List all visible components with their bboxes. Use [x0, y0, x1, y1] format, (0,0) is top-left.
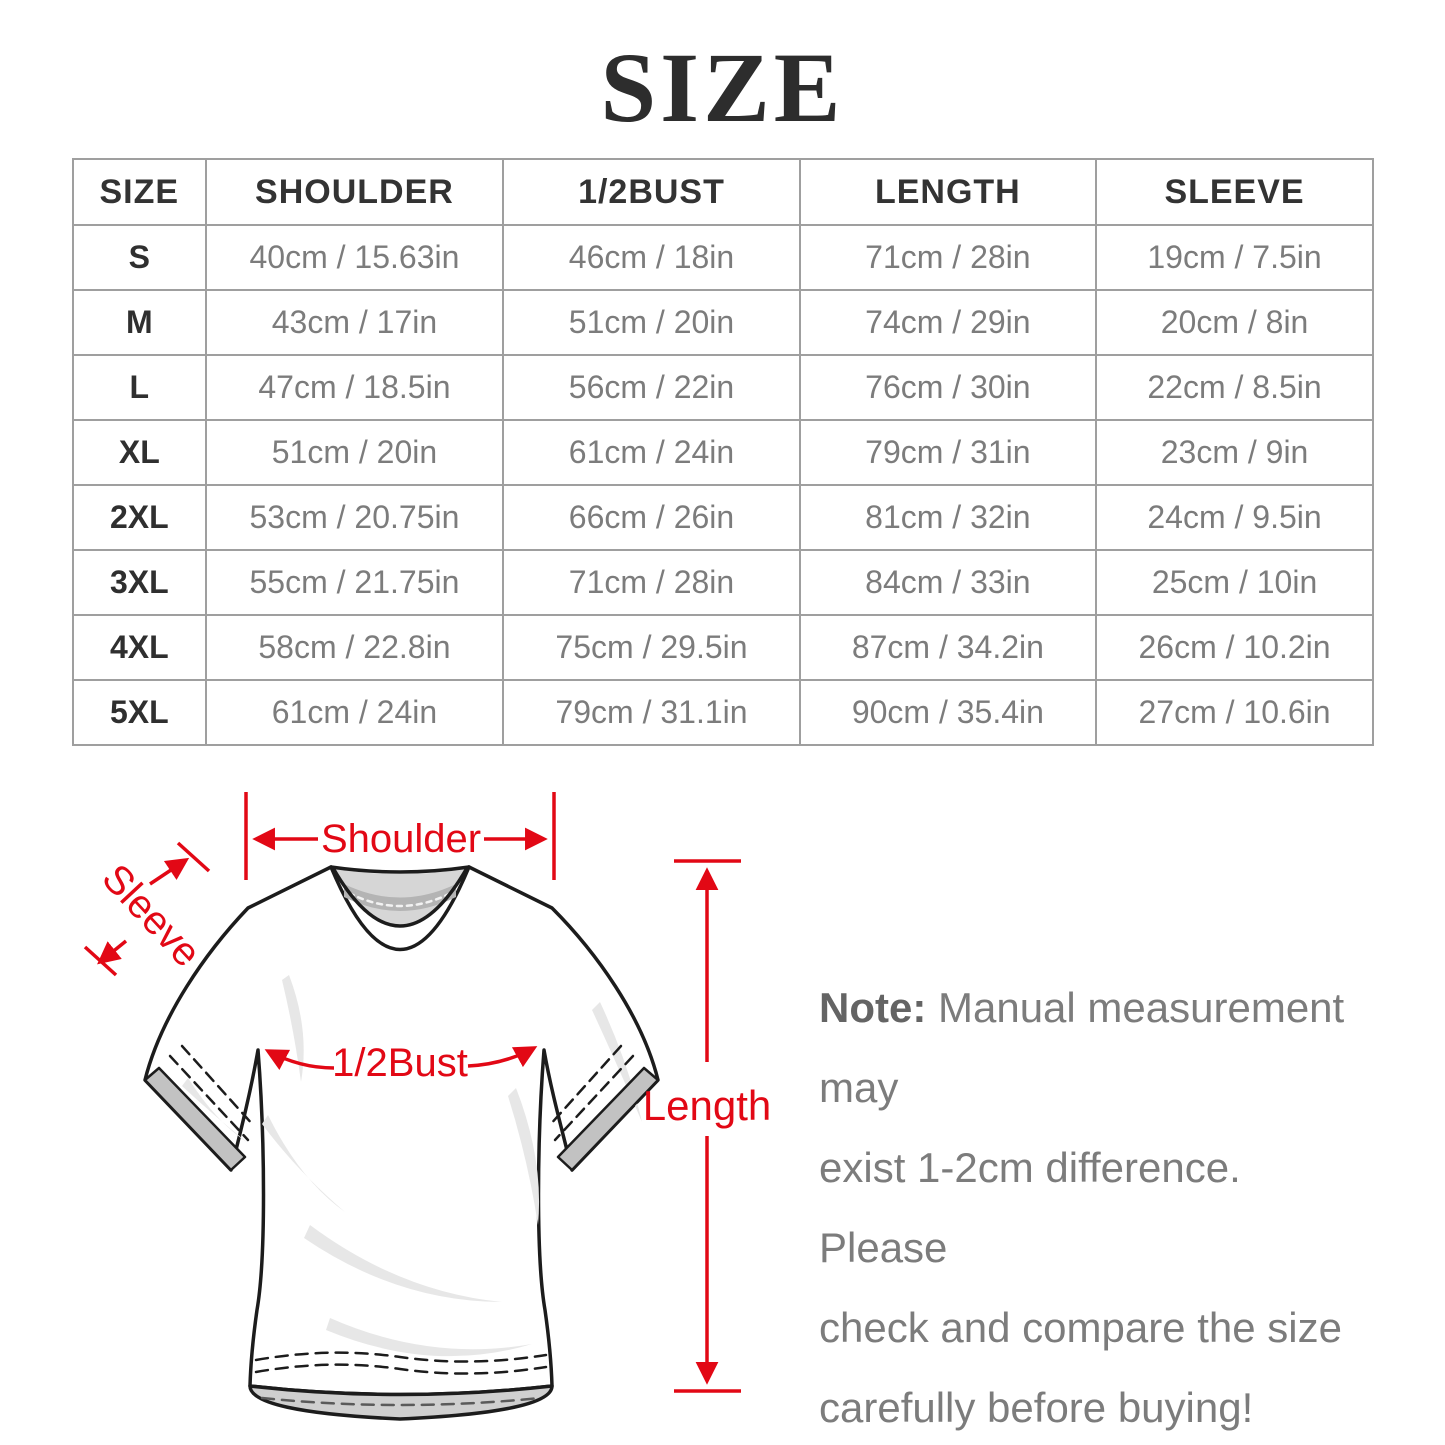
- note-line: exist 1-2cm difference. Please: [819, 1144, 1241, 1271]
- measurement-cell: 74cm / 29in: [798, 289, 1098, 356]
- sleeve-arrow: [83, 841, 211, 977]
- measurement-cell: 55cm / 21.75in: [204, 549, 505, 616]
- measurement-cell: 51cm / 20in: [502, 289, 801, 356]
- measurement-cell: 84cm / 33in: [798, 549, 1098, 616]
- measurement-cell: 53cm / 20.75in: [204, 484, 505, 551]
- column-header-size: SIZE: [72, 158, 207, 226]
- column-header-shoulder: SHOULDER: [204, 158, 505, 226]
- table-row: 5XL 61cm / 24in 79cm / 31.1in 90cm / 35.…: [72, 679, 1374, 746]
- measurement-cell: 24cm / 9.5in: [1095, 484, 1374, 551]
- tshirt-body: [143, 865, 660, 1397]
- measurement-cell: 46cm / 18in: [502, 224, 801, 291]
- length-arrow: [674, 859, 741, 1393]
- column-header-sleeve: SLEEVE: [1095, 158, 1374, 226]
- table-header-row: SIZE SHOULDER 1/2BUST LENGTH SLEEVE: [72, 158, 1374, 226]
- measurement-cell: 61cm / 24in: [502, 419, 801, 486]
- table-row: 3XL 55cm / 21.75in 71cm / 28in 84cm / 33…: [72, 549, 1374, 616]
- size-cell: M: [72, 289, 207, 356]
- size-cell: 4XL: [72, 614, 207, 681]
- measurement-cell: 79cm / 31.1in: [502, 679, 801, 746]
- size-cell: 2XL: [72, 484, 207, 551]
- measurement-cell: 56cm / 22in: [502, 354, 801, 421]
- left-cuff: [143, 1044, 256, 1172]
- measurement-cell: 47cm / 18.5in: [204, 354, 505, 421]
- measurement-cell: 71cm / 28in: [502, 549, 801, 616]
- table-row: S 40cm / 15.63in 46cm / 18in 71cm / 28in…: [72, 224, 1374, 291]
- size-cell: S: [72, 224, 207, 291]
- measurement-cell: 19cm / 7.5in: [1095, 224, 1374, 291]
- sleeve-label: Sleeve: [93, 856, 209, 975]
- shoulder-label: Shoulder: [321, 817, 481, 861]
- measurement-cell: 40cm / 15.63in: [204, 224, 505, 291]
- measurement-cell: 22cm / 8.5in: [1095, 354, 1374, 421]
- table-row: 4XL 58cm / 22.8in 75cm / 29.5in 87cm / 3…: [72, 614, 1374, 681]
- page-title: SIZE: [600, 32, 845, 143]
- measurement-cell: 20cm / 8in: [1095, 289, 1374, 356]
- measurement-cell: 25cm / 10in: [1095, 549, 1374, 616]
- half-bust-label: 1/2Bust: [332, 1041, 468, 1085]
- measurement-cell: 51cm / 20in: [204, 419, 505, 486]
- measurement-cell: 81cm / 32in: [798, 484, 1098, 551]
- measurement-cell: 71cm / 28in: [798, 224, 1098, 291]
- tshirt-illustration: [143, 865, 660, 1421]
- measurement-cell: 23cm / 9in: [1095, 419, 1374, 486]
- table-row: 2XL 53cm / 20.75in 66cm / 26in 81cm / 32…: [72, 484, 1374, 551]
- table-row: M 43cm / 17in 51cm / 20in 74cm / 29in 20…: [72, 289, 1374, 356]
- size-cell: 3XL: [72, 549, 207, 616]
- bottom-hem: [248, 1351, 554, 1421]
- column-header-bust: 1/2BUST: [502, 158, 801, 226]
- tshirt-size-diagram: Shoulder Sleeve 1/2Bust Le: [83, 792, 771, 1421]
- note-text: Note: Manual measurement may exist 1-2cm…: [819, 968, 1379, 1445]
- measurement-cell: 58cm / 22.8in: [204, 614, 505, 681]
- table-row: L 47cm / 18.5in 56cm / 22in 76cm / 30in …: [72, 354, 1374, 421]
- size-table: SIZE SHOULDER 1/2BUST LENGTH SLEEVE S 40…: [72, 158, 1374, 746]
- measurement-cell: 43cm / 17in: [204, 289, 505, 356]
- measurement-cell: 79cm / 31in: [798, 419, 1098, 486]
- measurement-cell: 90cm / 35.4in: [798, 679, 1098, 746]
- length-label: Length: [643, 1082, 771, 1129]
- collar: [329, 865, 471, 928]
- size-cell: XL: [72, 419, 207, 486]
- measurement-cell: 87cm / 34.2in: [798, 614, 1098, 681]
- measurement-cell: 26cm / 10.2in: [1095, 614, 1374, 681]
- note-line: carefully before buying!: [819, 1384, 1254, 1431]
- size-cell: 5XL: [72, 679, 207, 746]
- column-header-length: LENGTH: [798, 158, 1098, 226]
- right-cuff: [547, 1044, 660, 1172]
- note-line: check and compare the size: [819, 1304, 1342, 1351]
- shoulder-arrow: [244, 792, 556, 880]
- note-line: Note: Manual measurement may: [819, 984, 1345, 1111]
- measurement-cell: 66cm / 26in: [502, 484, 801, 551]
- measurement-cell: 75cm / 29.5in: [502, 614, 801, 681]
- half-bust-arrow: [264, 1046, 538, 1070]
- measurement-cell: 61cm / 24in: [204, 679, 505, 746]
- table-row: XL 51cm / 20in 61cm / 24in 79cm / 31in 2…: [72, 419, 1374, 486]
- note-label: Note:: [819, 984, 927, 1031]
- measurement-cell: 27cm / 10.6in: [1095, 679, 1374, 746]
- size-cell: L: [72, 354, 207, 421]
- measurement-cell: 76cm / 30in: [798, 354, 1098, 421]
